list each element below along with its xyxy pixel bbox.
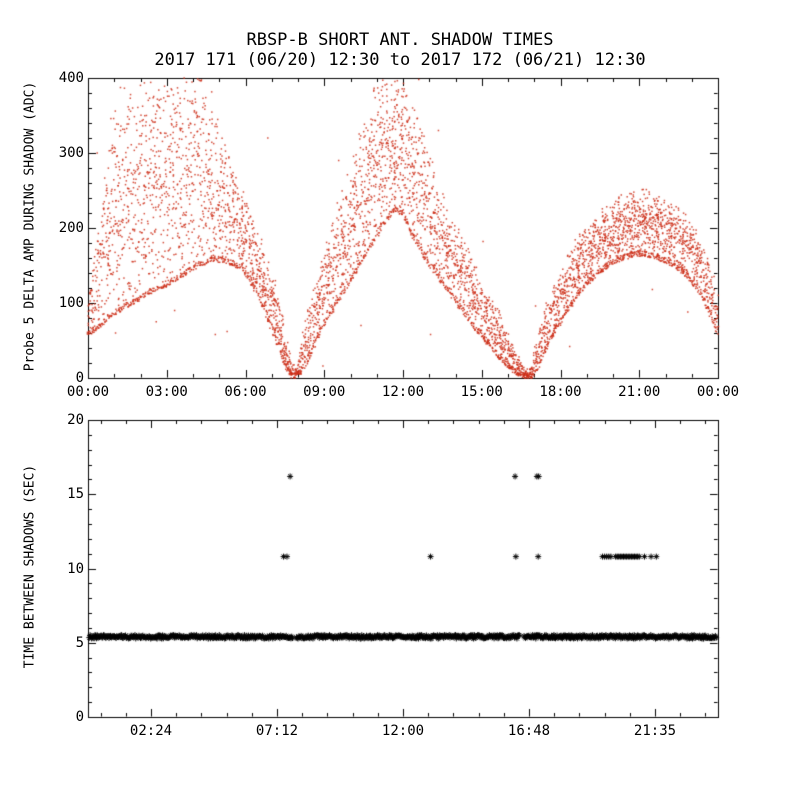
tick-label: 15:00 xyxy=(460,384,503,400)
tick-label: 18:00 xyxy=(539,384,582,400)
tick-label: 09:00 xyxy=(303,384,346,400)
tick-label: 20 xyxy=(67,412,84,428)
chart-subtitle: 2017 171 (06/20) 12:30 to 2017 172 (06/2… xyxy=(154,50,646,70)
chart-title: RBSP-B SHORT ANT. SHADOW TIMES xyxy=(246,30,554,50)
tick-label: 15 xyxy=(67,486,84,503)
tick-label: 10 xyxy=(67,560,84,577)
tick-label: 300 xyxy=(58,145,84,161)
tick-label: 00:00 xyxy=(66,384,110,400)
tick-label: 0 xyxy=(75,709,84,725)
tick-label: 21:00 xyxy=(618,384,661,400)
tick-label: 21:35 xyxy=(633,723,677,739)
tick-label: 5 xyxy=(75,634,84,651)
tick-label: 100 xyxy=(58,295,84,311)
tick-label: 0 xyxy=(75,370,84,386)
tick-label: 07:12 xyxy=(255,723,299,739)
tick-label: 200 xyxy=(58,220,84,236)
tick-label: 06:00 xyxy=(224,384,267,400)
tick-label: 12:00 xyxy=(381,384,425,400)
tick-label: 16:48 xyxy=(507,723,551,739)
tick-label: 12:00 xyxy=(381,723,425,739)
tick-label: 02:24 xyxy=(129,723,173,739)
tick-label: 03:00 xyxy=(145,384,188,400)
tick-label: 400 xyxy=(58,70,84,86)
tick-label: 00:00 xyxy=(696,384,740,400)
